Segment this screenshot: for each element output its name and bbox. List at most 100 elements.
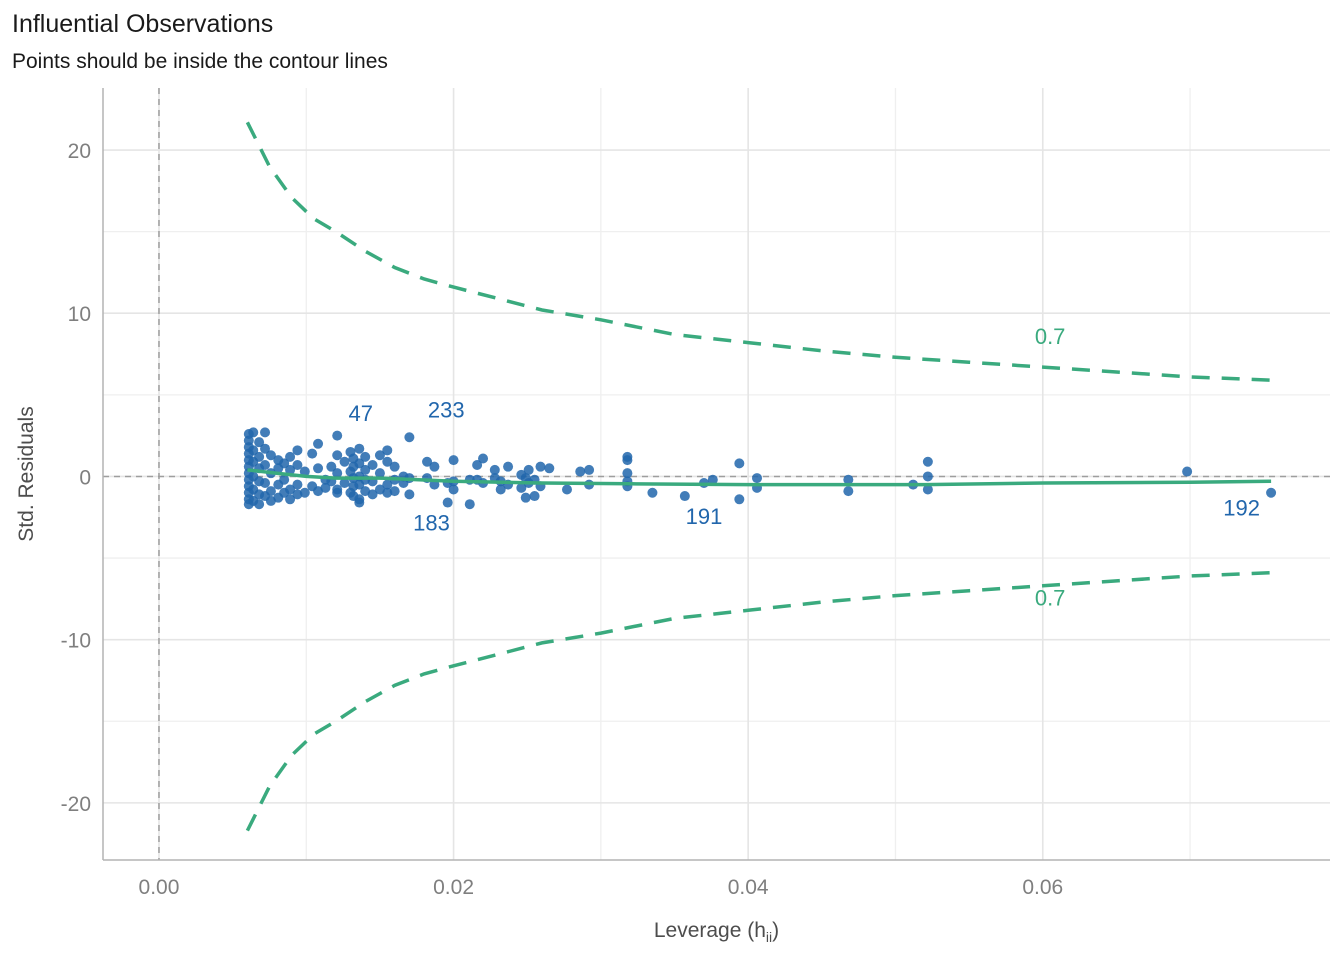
data-point — [843, 486, 854, 497]
data-point — [404, 432, 415, 443]
data-point — [320, 482, 331, 493]
data-point — [382, 456, 393, 467]
data-point — [332, 450, 343, 461]
reference-lines — [103, 88, 1330, 860]
x-tick-label: 0.06 — [1022, 876, 1063, 899]
point-label-183: 183 — [413, 510, 450, 535]
data-point — [292, 460, 303, 471]
data-point — [260, 443, 271, 454]
data-point — [326, 461, 337, 472]
data-point — [1182, 466, 1193, 477]
data-point — [922, 471, 933, 482]
data-point — [254, 437, 265, 448]
data-point — [489, 464, 500, 475]
data-point — [734, 458, 745, 469]
data-point — [478, 453, 489, 464]
data-point — [260, 460, 271, 471]
data-point — [464, 499, 475, 510]
data-point — [707, 474, 718, 485]
axes — [102, 88, 1330, 861]
data-point — [389, 461, 400, 472]
point-label-233: 233 — [428, 398, 465, 423]
data-point — [254, 499, 265, 510]
point-label-192: 192 — [1223, 496, 1260, 521]
x-tick-label: 0.04 — [728, 876, 769, 899]
data-point — [520, 492, 531, 503]
fit-line-layer — [247, 468, 1272, 487]
data-point — [535, 461, 546, 472]
data-point — [354, 497, 365, 508]
data-point — [260, 427, 271, 438]
data-point — [647, 487, 658, 498]
data-point — [254, 451, 265, 462]
data-point — [332, 430, 343, 441]
point-labels: 47 233 183 191 192 — [349, 398, 1260, 536]
data-point — [622, 455, 633, 466]
data-point — [843, 474, 854, 485]
data-point — [332, 487, 343, 498]
data-point — [422, 456, 433, 467]
data-point — [248, 427, 259, 438]
y-tick-label: 0 — [79, 466, 91, 489]
data-point — [544, 463, 555, 474]
data-point — [313, 438, 324, 449]
data-point — [575, 466, 586, 477]
x-tick-label: 0.00 — [139, 876, 180, 899]
data-point — [1266, 487, 1277, 498]
data-point — [313, 463, 324, 474]
data-point — [248, 445, 259, 456]
y-tick-label: -20 — [61, 793, 91, 816]
contour-lower-line — [245, 570, 1272, 832]
data-point — [285, 451, 296, 462]
data-point — [472, 460, 483, 471]
data-point — [285, 494, 296, 505]
contour-upper-line — [245, 121, 1272, 382]
contour-label-upper: 0.7 — [1035, 324, 1066, 349]
x-axis-title: Leverage (hii) — [654, 919, 779, 945]
data-point — [922, 456, 933, 467]
data-point — [495, 484, 506, 495]
data-point — [529, 491, 540, 502]
data-point — [516, 482, 527, 493]
y-tick-labels: -20 -10 0 10 20 — [61, 140, 91, 816]
data-point — [389, 486, 400, 497]
data-point — [448, 484, 459, 495]
y-tick-label: 10 — [68, 303, 91, 326]
data-point — [404, 489, 415, 500]
data-point — [292, 479, 303, 490]
data-point — [523, 464, 534, 475]
data-point — [382, 445, 393, 456]
data-point — [299, 466, 310, 477]
contour-labels: 0.7 0.7 — [1035, 324, 1066, 610]
fit-line — [247, 468, 1272, 487]
y-tick-label: -10 — [61, 630, 91, 653]
data-point — [442, 497, 453, 508]
data-point — [367, 489, 378, 500]
data-point — [374, 450, 385, 461]
y-tick-label: 20 — [68, 140, 91, 163]
chart-title: Influential Observations — [12, 10, 274, 38]
data-point — [299, 487, 310, 498]
data-point — [429, 461, 440, 472]
contour-label-lower: 0.7 — [1035, 585, 1066, 610]
data-point — [752, 473, 763, 484]
points-layer — [243, 427, 1277, 510]
data-point — [307, 448, 318, 459]
data-point — [448, 455, 459, 466]
data-point — [339, 477, 350, 488]
data-point — [354, 443, 365, 454]
x-tick-labels: 0.00 0.02 0.04 0.06 — [139, 876, 1064, 899]
data-point — [360, 451, 371, 462]
data-point — [584, 464, 595, 475]
data-point — [285, 484, 296, 495]
data-point — [279, 474, 290, 485]
point-label-191: 191 — [686, 504, 723, 529]
data-point — [332, 468, 343, 479]
data-point — [734, 494, 745, 505]
data-point — [339, 456, 350, 467]
data-point — [561, 484, 572, 495]
point-label-47: 47 — [349, 401, 373, 426]
data-point — [503, 461, 514, 472]
data-point — [382, 479, 393, 490]
